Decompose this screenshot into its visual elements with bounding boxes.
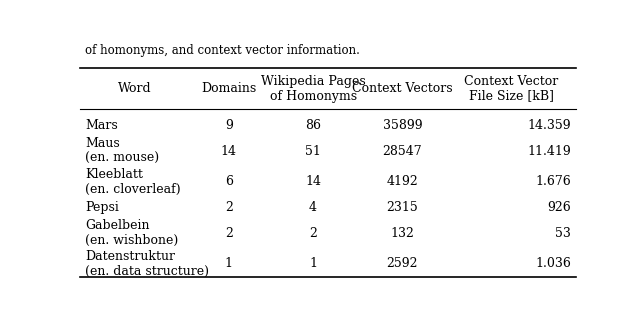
Text: 6: 6 xyxy=(225,175,233,188)
Text: 132: 132 xyxy=(390,227,414,240)
Text: 4: 4 xyxy=(309,201,317,214)
Text: Datenstruktur
(en. data structure): Datenstruktur (en. data structure) xyxy=(85,250,209,278)
Text: 11.419: 11.419 xyxy=(527,144,571,157)
Text: 4192: 4192 xyxy=(387,175,419,188)
Text: 51: 51 xyxy=(305,144,321,157)
Text: 14: 14 xyxy=(221,144,237,157)
Text: 1: 1 xyxy=(225,257,233,270)
Text: 35899: 35899 xyxy=(383,119,422,132)
Text: 2: 2 xyxy=(225,227,233,240)
Text: 14: 14 xyxy=(305,175,321,188)
Text: 1.676: 1.676 xyxy=(535,175,571,188)
Text: 2: 2 xyxy=(309,227,317,240)
Text: 9: 9 xyxy=(225,119,233,132)
Text: 86: 86 xyxy=(305,119,321,132)
Text: Maus
(en. mouse): Maus (en. mouse) xyxy=(85,137,159,165)
Text: Context Vectors: Context Vectors xyxy=(352,82,452,95)
Text: Mars: Mars xyxy=(85,119,118,132)
Text: of homonyms, and context vector information.: of homonyms, and context vector informat… xyxy=(85,44,360,57)
Text: Word: Word xyxy=(118,82,152,95)
Text: Gabelbein
(en. wishbone): Gabelbein (en. wishbone) xyxy=(85,219,178,247)
Text: Kleeblatt
(en. cloverleaf): Kleeblatt (en. cloverleaf) xyxy=(85,168,180,196)
Text: 926: 926 xyxy=(547,201,571,214)
Text: 28547: 28547 xyxy=(383,144,422,157)
Text: 53: 53 xyxy=(555,227,571,240)
Text: 2315: 2315 xyxy=(387,201,419,214)
Text: Pepsi: Pepsi xyxy=(85,201,119,214)
Text: Domains: Domains xyxy=(201,82,257,95)
Text: Wikipedia Pages
of Homonyms: Wikipedia Pages of Homonyms xyxy=(260,74,365,103)
Text: 2: 2 xyxy=(225,201,233,214)
Text: Context Vector
File Size [kB]: Context Vector File Size [kB] xyxy=(465,74,559,103)
Text: 1.036: 1.036 xyxy=(535,257,571,270)
Text: 1: 1 xyxy=(309,257,317,270)
Text: 2592: 2592 xyxy=(387,257,418,270)
Text: 14.359: 14.359 xyxy=(527,119,571,132)
